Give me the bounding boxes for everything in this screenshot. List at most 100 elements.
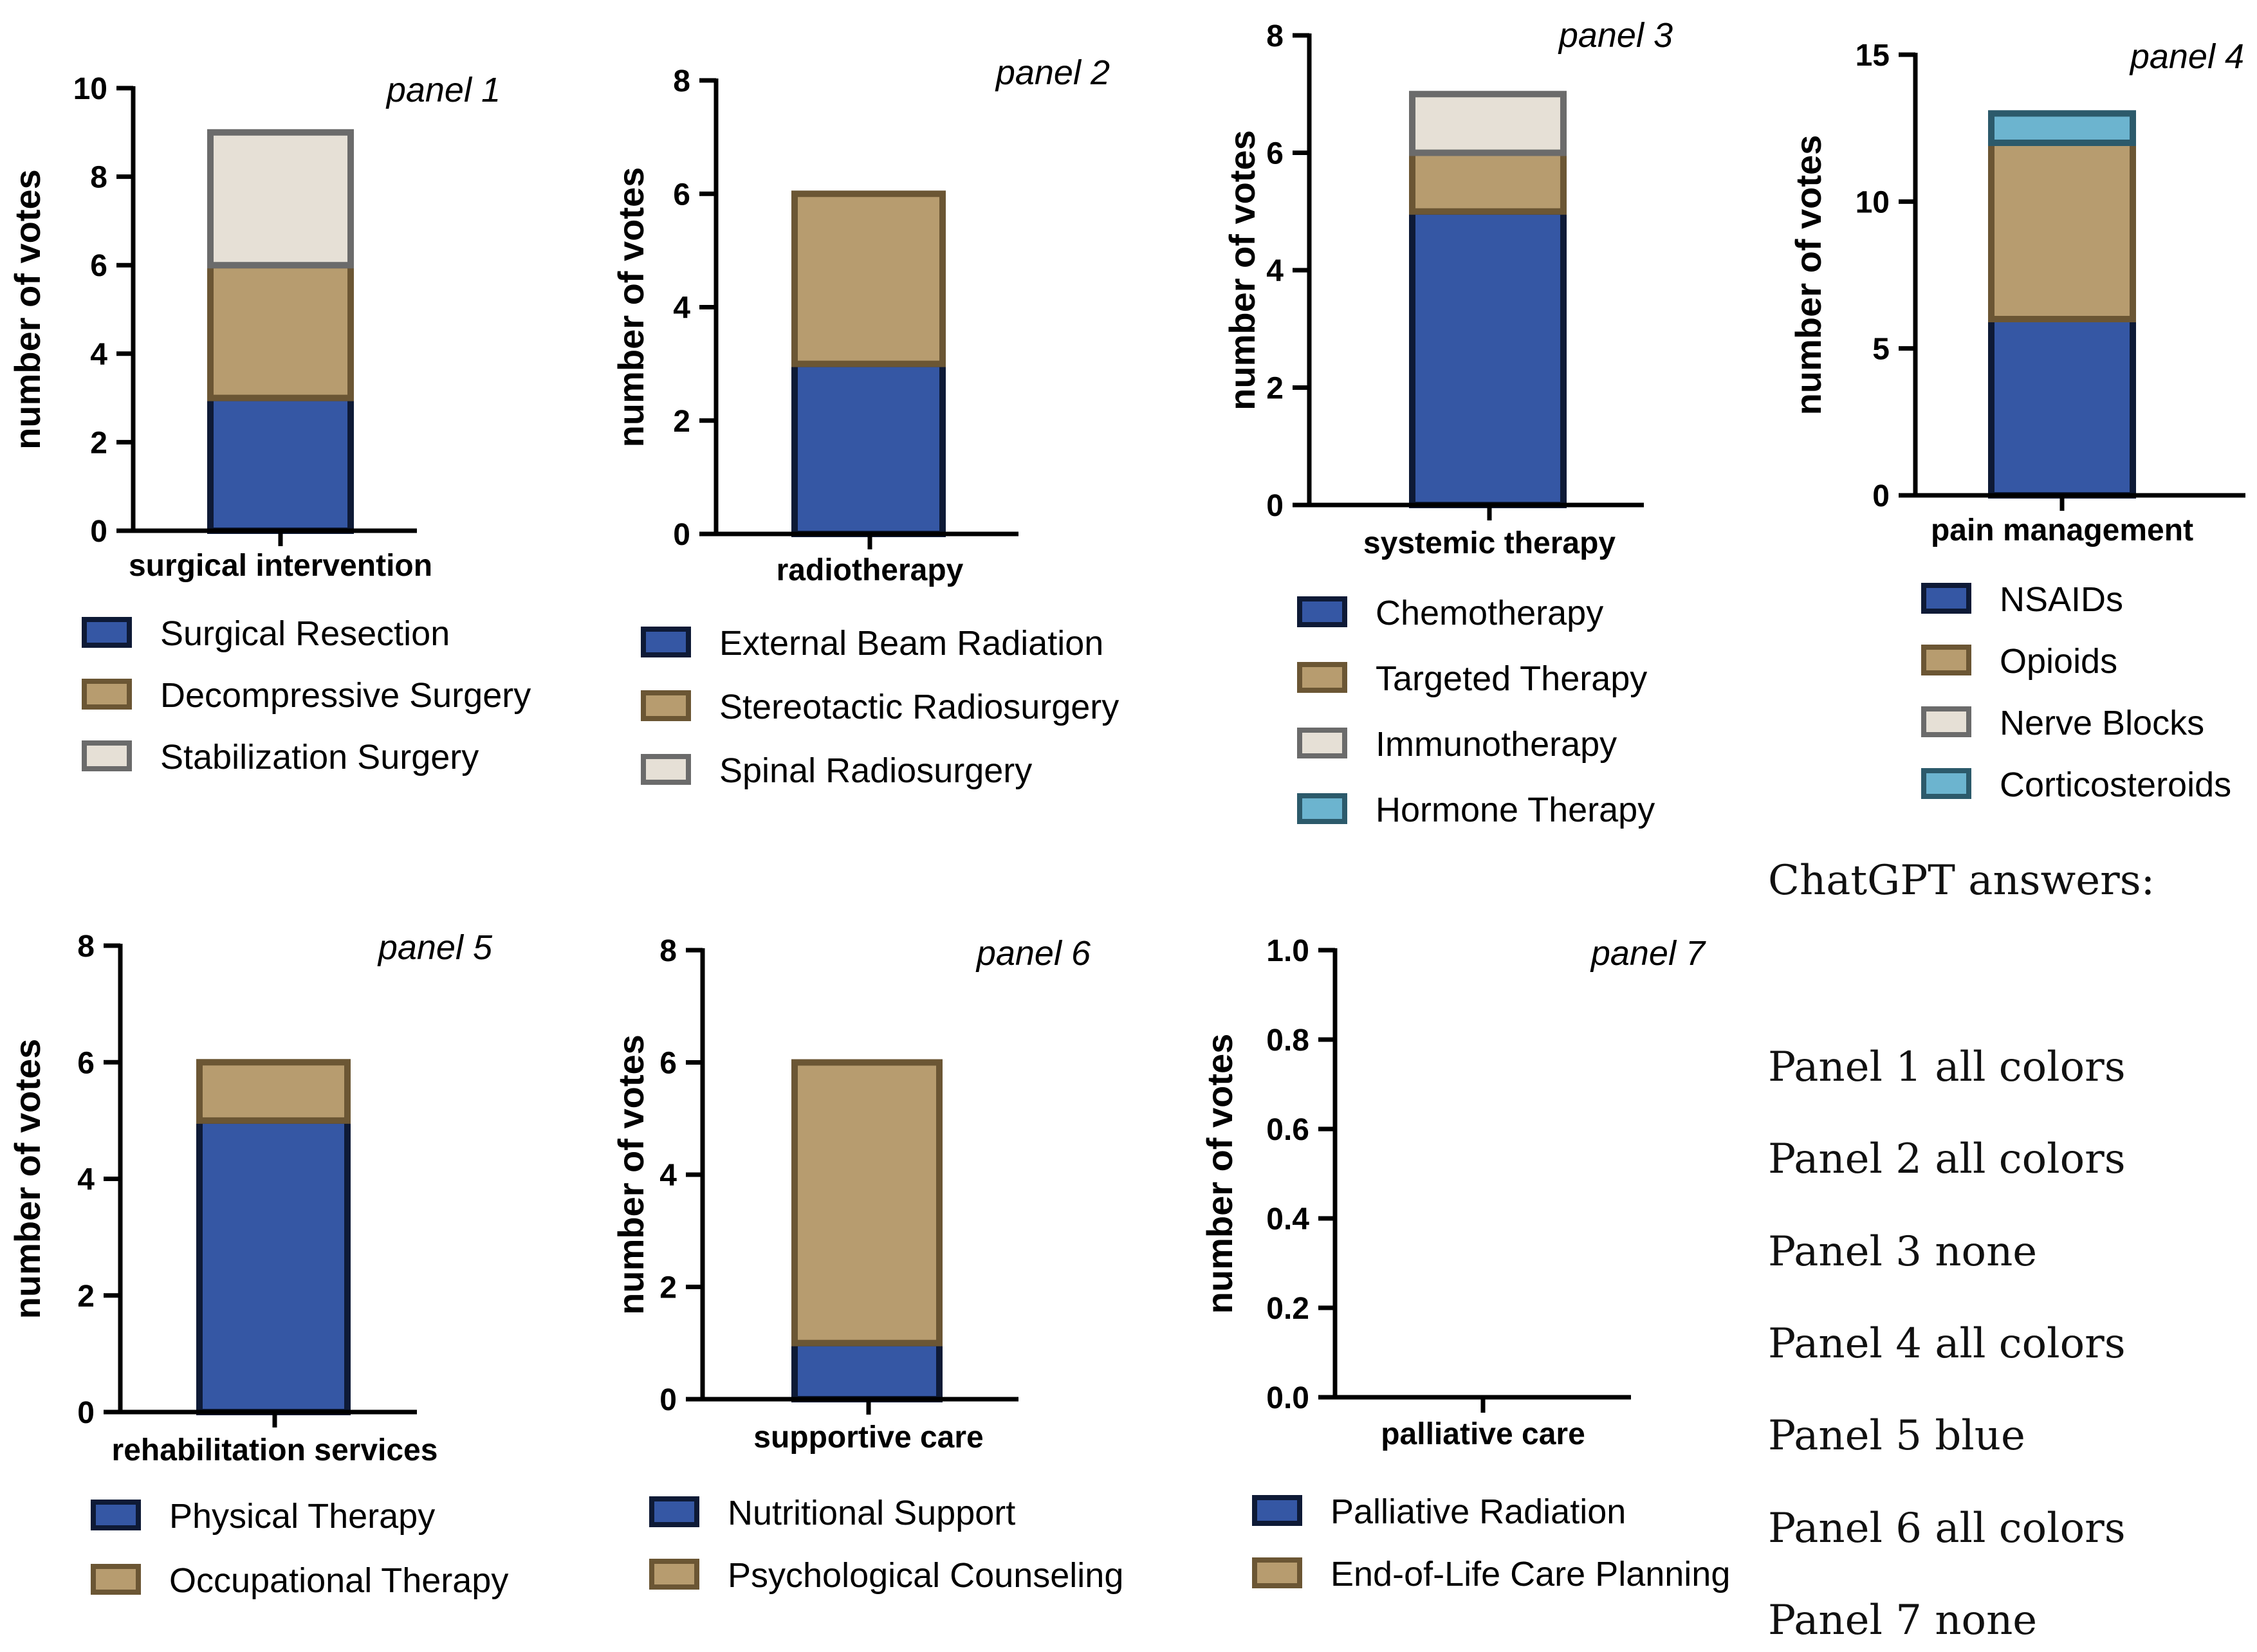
legend-label: Nutritional Support xyxy=(728,1494,1015,1532)
legend-swatch xyxy=(91,1500,141,1530)
y-axis-label: number of votes xyxy=(1199,1034,1240,1314)
legend-label: NSAIDs xyxy=(2000,580,2123,619)
legend-swatch xyxy=(1921,645,1971,675)
legend-label: Occupational Therapy xyxy=(169,1561,508,1600)
y-tick-label: 8 xyxy=(673,64,690,98)
legend-swatch xyxy=(1921,583,1971,614)
legend-label: Immunotherapy xyxy=(1376,725,1617,764)
legend-label: Nerve Blocks xyxy=(2000,704,2204,742)
legend-swatch xyxy=(1297,596,1347,627)
legend: Physical Therapy Occupational Therapy xyxy=(91,1497,508,1600)
legend-label: Surgical Resection xyxy=(160,614,450,653)
notes-title: ChatGPT answers: xyxy=(1768,857,2155,904)
legend-swatch xyxy=(649,1559,699,1590)
y-axis-label: number of votes xyxy=(1222,130,1262,410)
legend-swatch xyxy=(641,690,691,721)
legend-label: Opioids xyxy=(2000,642,2117,681)
bar-segment xyxy=(196,1059,351,1124)
y-tick-label: 0.4 xyxy=(1266,1202,1309,1236)
bar-segment xyxy=(1409,149,1567,215)
y-tick-label: 10 xyxy=(1856,185,1890,219)
y-tick-label: 15 xyxy=(1856,39,1890,73)
notes-line: Panel 2 all colors xyxy=(1768,1135,2126,1183)
legend-swatch xyxy=(641,754,691,785)
panel-title: panel 3 xyxy=(1558,16,1673,55)
chart-panel: 0 2 4 6 8 number of votes systemic therapy pane… xyxy=(1222,16,1673,829)
legend-swatch xyxy=(649,1496,699,1527)
panel-title: panel 1 xyxy=(385,71,501,109)
y-tick-label: 8 xyxy=(90,161,107,195)
x-category-label: supportive care xyxy=(753,1420,983,1455)
x-category-label: systemic therapy xyxy=(1363,526,1616,560)
bar-segment xyxy=(1988,316,2136,499)
legend-label: Decompressive Surgery xyxy=(160,676,531,715)
bar-segment xyxy=(207,394,354,534)
bar-segment xyxy=(1409,91,1567,156)
y-tick-label: 4 xyxy=(1266,254,1284,288)
chart-panel: 0 5 10 15 number of votes pain management pane… xyxy=(1788,37,2245,804)
y-tick-label: 0 xyxy=(1266,489,1284,523)
legend-label: Physical Therapy xyxy=(169,1497,435,1536)
y-axis-label: number of votes xyxy=(7,1039,48,1319)
y-tick-label: 10 xyxy=(73,72,107,106)
notes-line: Panel 6 all colors xyxy=(1768,1505,2126,1552)
notes-line: Panel 4 all colors xyxy=(1768,1320,2126,1368)
y-tick-label: 4 xyxy=(659,1159,677,1193)
legend-swatch xyxy=(82,740,132,771)
legend-label: Palliative Radiation xyxy=(1331,1492,1626,1531)
legend-label: Targeted Therapy xyxy=(1376,659,1647,698)
bar-segment xyxy=(1988,110,2136,146)
legend-swatch xyxy=(82,617,132,648)
y-tick-label: 4 xyxy=(77,1163,95,1197)
legend-swatch xyxy=(1252,1495,1302,1526)
x-category-label: rehabilitation services xyxy=(112,1433,438,1467)
x-category-label: palliative care xyxy=(1381,1417,1585,1451)
legend-label: Corticosteroids xyxy=(2000,766,2231,804)
x-category-label: pain management xyxy=(1931,513,2193,547)
y-tick-label: 6 xyxy=(673,178,690,212)
y-axis-label: number of votes xyxy=(1788,135,1829,416)
y-tick-label: 4 xyxy=(90,338,107,372)
chart-panel: 0.0 0.2 0.4 0.6 0.8 1.0 number of votes palliat… xyxy=(1199,934,1730,1593)
notes-line: Panel 3 none xyxy=(1768,1228,2037,1276)
y-tick-label: 2 xyxy=(90,426,107,460)
bar-segment xyxy=(791,1339,943,1402)
y-tick-label: 0.6 xyxy=(1266,1113,1309,1147)
legend-swatch xyxy=(1297,662,1347,693)
y-tick-label: 0 xyxy=(90,515,107,549)
chatgpt-notes: ChatGPT answers: Panel 1 all colors Pane… xyxy=(1768,857,2155,1644)
bar-segment xyxy=(1988,140,2136,322)
x-category-label: radiotherapy xyxy=(777,553,964,587)
y-axis-label: number of votes xyxy=(611,167,651,448)
y-tick-label: 6 xyxy=(1266,137,1284,171)
bar-segment xyxy=(791,360,946,537)
y-axis-label: number of votes xyxy=(7,169,48,450)
legend-label: External Beam Radiation xyxy=(719,624,1103,663)
panel-title: panel 7 xyxy=(1590,934,1706,973)
y-tick-label: 0 xyxy=(1872,479,1890,513)
y-tick-label: 2 xyxy=(77,1280,95,1314)
legend-label: Psychological Counseling xyxy=(728,1556,1123,1595)
bar-segment xyxy=(207,262,354,401)
x-category-label: surgical intervention xyxy=(129,549,432,583)
y-axis-label: number of votes xyxy=(611,1034,651,1315)
y-tick-label: 0.2 xyxy=(1266,1292,1309,1326)
legend-swatch xyxy=(1297,728,1347,758)
legend: NSAIDs Opioids Nerve Blocks Corticosteroids xyxy=(1921,580,2231,804)
notes-line: Panel 1 all colors xyxy=(1768,1043,2126,1091)
legend-swatch xyxy=(91,1564,141,1595)
panels: 0 2 4 6 8 10 number of votes surgical intervent… xyxy=(7,16,2245,1600)
y-tick-label: 8 xyxy=(659,934,677,968)
legend: External Beam Radiation Stereotactic Radi… xyxy=(641,624,1119,790)
notes-line: Panel 7 none xyxy=(1768,1597,2037,1644)
legend: Surgical Resection Decompressive Surgery S… xyxy=(82,614,531,776)
legend-swatch xyxy=(1297,793,1347,824)
legend-label: Chemotherapy xyxy=(1376,594,1603,632)
legend-label: End-of-Life Care Planning xyxy=(1331,1555,1730,1593)
y-tick-label: 2 xyxy=(1266,372,1284,406)
legend-label: Hormone Therapy xyxy=(1376,791,1655,829)
y-tick-label: 6 xyxy=(77,1046,95,1080)
y-tick-label: 5 xyxy=(1872,333,1890,367)
bar-segment xyxy=(791,1059,943,1346)
panel-title: panel 4 xyxy=(2129,37,2244,76)
